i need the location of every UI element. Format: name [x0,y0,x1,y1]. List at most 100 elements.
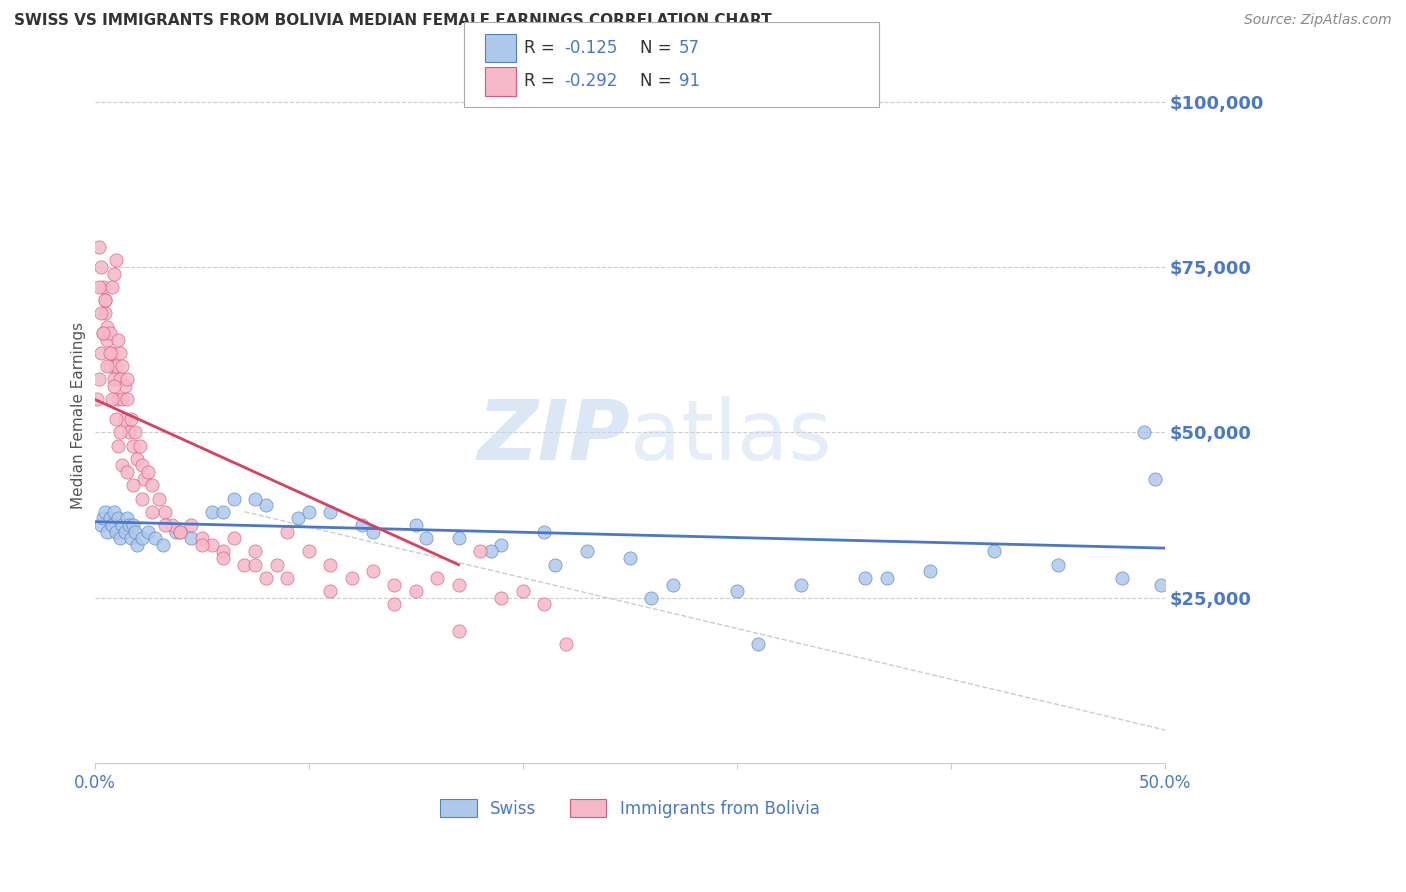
Point [110,425,132,440]
Point [114,524,136,539]
Point [87,372,110,386]
Text: atlas: atlas [630,396,831,477]
Point [180,531,202,545]
Point [115,465,138,479]
Point [447,531,470,545]
Point [533,598,555,612]
Point [447,624,470,638]
Point [86,392,108,407]
Point [361,524,384,539]
Point [222,531,245,545]
Point [361,564,384,578]
Point [222,491,245,506]
Point [876,571,898,585]
Point [201,538,224,552]
Point [405,518,427,533]
Point [640,591,662,605]
Point [319,505,342,519]
Point [122,478,145,492]
Point [131,491,153,506]
Point [447,577,470,591]
Point [124,524,146,539]
Point [124,425,146,440]
Point [544,558,567,572]
Point [107,511,129,525]
Point [107,333,129,347]
Text: R =: R = [524,72,561,90]
Point [533,524,555,539]
Point [180,518,202,533]
Point [254,571,277,585]
Point [233,558,256,572]
Point [118,518,141,533]
Point [94,293,117,307]
Point [96,524,118,539]
Point [1047,558,1070,572]
Point [104,412,127,426]
Point [94,306,117,320]
Point [103,267,125,281]
Point [212,505,235,519]
Point [98,346,121,360]
Point [104,253,127,268]
Point [243,544,266,558]
Point [405,584,427,599]
Point [661,577,683,591]
Point [110,372,132,386]
Point [91,326,114,340]
Text: SWISS VS IMMIGRANTS FROM BOLIVIA MEDIAN FEMALE EARNINGS CORRELATION CHART: SWISS VS IMMIGRANTS FROM BOLIVIA MEDIAN … [14,13,772,29]
Point [1111,571,1133,585]
Point [1133,425,1156,440]
Point [576,544,599,558]
Text: Source: ZipAtlas.com: Source: ZipAtlas.com [1244,13,1392,28]
Point [983,544,1005,558]
Point [111,392,134,407]
Point [104,524,127,539]
Point [100,392,122,407]
Point [91,326,114,340]
Point [90,346,112,360]
Point [155,518,177,533]
Point [103,505,125,519]
Point [143,531,166,545]
Point [1150,577,1173,591]
Point [90,306,112,320]
Point [152,538,174,552]
Point [115,392,138,407]
Point [122,518,145,533]
Text: 57: 57 [679,39,700,57]
Point [91,280,114,294]
Point [148,491,170,506]
Point [120,531,142,545]
Point [98,359,121,374]
Point [103,372,125,386]
Point [276,524,298,539]
Text: R =: R = [524,39,561,57]
Text: ZIP: ZIP [477,396,630,477]
Point [382,577,405,591]
Point [160,518,183,533]
Point [91,511,114,525]
Point [169,524,191,539]
Point [190,531,212,545]
Point [103,379,125,393]
Point [87,280,110,294]
Point [855,571,877,585]
Point [155,505,177,519]
Point [90,260,112,274]
Point [100,518,122,533]
Point [298,505,321,519]
Point [111,359,134,374]
Point [131,531,153,545]
Point [90,518,112,533]
Point [141,505,163,519]
Point [790,577,813,591]
Point [111,458,134,473]
Point [287,511,309,525]
Point [554,637,576,651]
Text: 91: 91 [679,72,700,90]
Point [512,584,534,599]
Point [141,478,163,492]
Text: N =: N = [640,39,676,57]
Point [426,571,449,585]
